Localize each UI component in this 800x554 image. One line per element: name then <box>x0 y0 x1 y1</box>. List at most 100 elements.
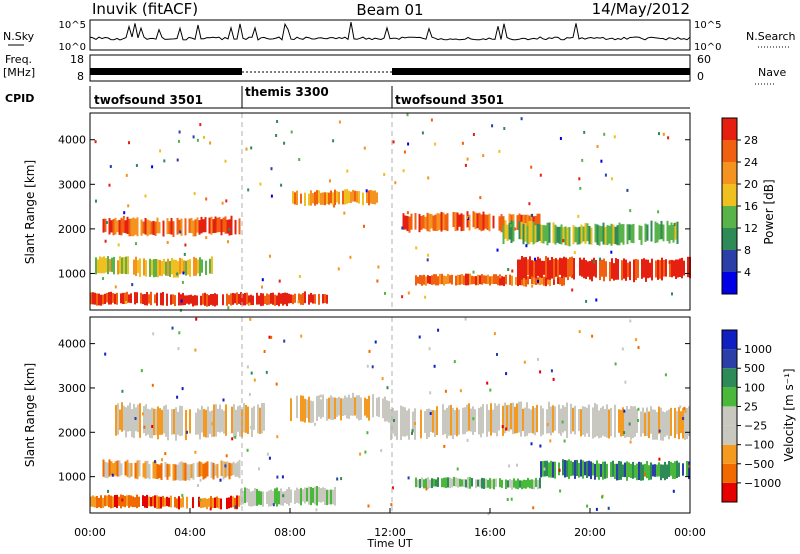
scatter-cell <box>101 257 103 274</box>
scatter-cell <box>681 257 683 279</box>
scatter-cell <box>531 275 533 285</box>
colorbar-swatch <box>722 463 737 483</box>
y-tick-label: 4000 <box>58 134 86 147</box>
x-tick-label: 00:00 <box>674 526 706 539</box>
scatter-cell <box>630 224 633 243</box>
scatter-cell <box>154 294 156 304</box>
scatter-cell <box>320 192 322 205</box>
scatter-cell <box>300 193 302 204</box>
scatter-band <box>540 459 690 481</box>
scatter-cell <box>548 222 551 243</box>
scatter-cell <box>634 406 636 437</box>
scatter-cell <box>178 219 181 234</box>
scatter-cell <box>496 405 498 437</box>
colorbar-tick-label: 12 <box>744 222 758 235</box>
scatter-cell <box>654 409 656 440</box>
scatter-point <box>95 199 97 203</box>
scatter-cell <box>622 407 624 436</box>
scatter-cell <box>410 213 413 230</box>
scatter-cell <box>598 410 600 439</box>
scatter-cell <box>126 459 129 477</box>
scatter-cell <box>326 489 328 506</box>
scatter-cell <box>553 275 555 285</box>
scatter-point <box>219 478 222 482</box>
scatter-cell <box>670 407 672 436</box>
scatter-cell <box>562 227 565 243</box>
scatter-cell <box>130 293 132 304</box>
scatter-cell <box>394 410 396 437</box>
time-x-axis: 00:00 04:00 08:00 12:00 16:00 20:00 00:00 <box>74 508 706 539</box>
scatter-cell <box>519 275 521 286</box>
freq-right-tick-bottom: 0 <box>697 70 704 83</box>
scatter-cell <box>452 407 454 440</box>
noise-left-tick-top: 10^5 <box>59 20 86 31</box>
scatter-cell <box>580 224 583 244</box>
scatter-cell <box>106 462 109 479</box>
scatter-cell <box>112 293 114 303</box>
scatter-cell <box>640 411 642 437</box>
scatter-cell <box>462 407 464 435</box>
scatter-cell <box>170 495 172 508</box>
scatter-cell <box>437 276 439 286</box>
noise-right-label: N.Search <box>746 30 796 43</box>
scatter-cell <box>421 477 423 487</box>
scatter-point <box>558 468 561 472</box>
scatter-cell <box>468 403 470 431</box>
scatter-point <box>442 418 445 422</box>
scatter-cell <box>574 405 576 435</box>
scatter-cell <box>622 224 625 245</box>
scatter-point <box>336 477 339 481</box>
scatter-point <box>253 378 256 382</box>
scatter-cell <box>675 259 677 279</box>
scatter-cell <box>598 463 600 480</box>
scatter-cell <box>533 274 535 285</box>
scatter-cell <box>238 294 240 304</box>
scatter-cell <box>527 259 529 276</box>
scatter-cell <box>262 293 264 306</box>
scatter-cell <box>130 463 133 477</box>
scatter-cell <box>536 224 539 243</box>
colorbar-tick-label: 28 <box>744 134 758 147</box>
scatter-cell <box>587 261 589 277</box>
scatter-point <box>571 288 574 292</box>
scatter-cell <box>616 225 619 246</box>
scatter-cell <box>110 220 113 233</box>
scatter-point <box>578 330 581 334</box>
scatter-cell <box>157 259 159 278</box>
scatter-cell <box>330 190 332 204</box>
scatter-cell <box>150 221 153 235</box>
scatter-cell <box>646 407 648 437</box>
scatter-point <box>604 173 607 177</box>
scatter-point <box>176 158 179 162</box>
scatter-cell <box>102 459 105 477</box>
scatter-point <box>272 503 275 507</box>
scatter-band <box>517 256 691 283</box>
colorbar-tick-label: −100 <box>744 439 774 452</box>
scatter-cell <box>663 260 665 277</box>
scatter-cell <box>212 497 214 508</box>
scatter-cell <box>609 262 611 282</box>
scatter-point <box>537 279 539 283</box>
scatter-cell <box>151 407 153 439</box>
scatter-cell <box>296 487 298 503</box>
scatter-point <box>315 508 318 512</box>
scatter-cell <box>151 259 153 276</box>
scatter-cell <box>130 218 133 237</box>
scatter-point <box>496 248 499 252</box>
scatter-point <box>134 417 137 420</box>
scatter-cell <box>612 460 614 477</box>
scatter-cell <box>533 260 535 278</box>
scatter-cell <box>669 259 671 277</box>
scatter-cell <box>415 275 417 286</box>
scatter-cell <box>176 464 179 480</box>
scatter-cell <box>300 395 302 422</box>
scatter-cell <box>113 256 115 275</box>
scatter-cell <box>185 410 187 441</box>
scatter-point <box>259 182 262 186</box>
scatter-cell <box>208 498 210 507</box>
scatter-cell <box>461 479 463 487</box>
scatter-cell <box>302 489 304 502</box>
y-tick-label: 3000 <box>58 178 86 191</box>
scatter-cell <box>614 404 616 438</box>
scatter-cell <box>590 461 592 480</box>
